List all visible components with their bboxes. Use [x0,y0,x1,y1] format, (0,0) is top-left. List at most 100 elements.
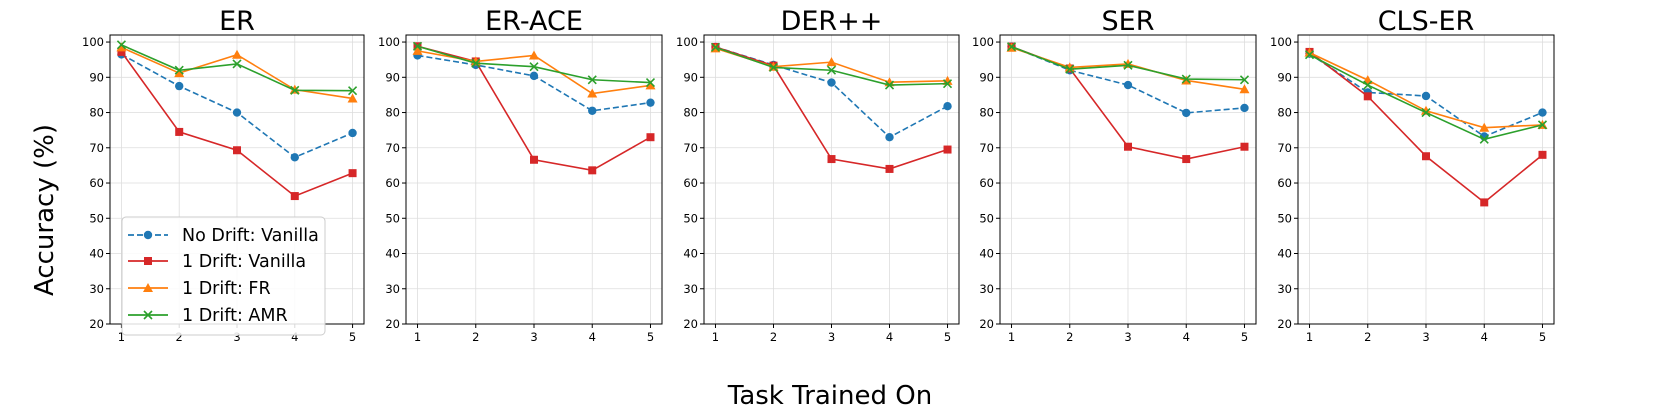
x-tick-label: 2 [770,330,777,344]
y-tick-label: 90 [385,70,400,84]
y-tick-label: 30 [385,282,400,296]
y-tick-label: 20 [683,317,698,331]
y-tick-label: 70 [1277,141,1292,155]
x-tick-label: 4 [1183,330,1190,344]
data-point-drift_fr [529,50,539,60]
data-point-drift_vanilla [233,146,241,155]
y-tick-label: 70 [89,141,104,155]
data-point-no_drift_vanilla [348,128,357,138]
y-tick-label: 90 [683,70,698,84]
y-tick-label: 80 [1277,106,1292,120]
y-tick-label: 20 [979,317,994,331]
panel-title: SER [1102,6,1155,37]
data-point-drift_vanilla [530,155,538,164]
legend-entry: 1 Drift: AMR [128,306,288,326]
y-tick-label: 30 [1277,282,1292,296]
data-point-drift_amr [645,78,656,88]
data-point-drift_fr [826,57,837,67]
data-point-drift_amr [1181,74,1191,84]
data-point-drift_vanilla [1363,92,1372,101]
legend-label: No Drift: Vanilla [182,226,319,246]
data-point-drift_amr [942,79,953,89]
x-axis-label: Task Trained On [727,381,932,411]
y-tick-label: 90 [89,70,104,84]
x-tick-label: 2 [1066,330,1073,344]
panel-4: 20 30 40 50 60 70 80 90 100 1 2 3 4 5 SER [972,6,1257,344]
legend-entry: 1 Drift: FR [128,279,271,299]
x-tick-label: 1 [1306,330,1313,344]
panel-2: 20 30 40 50 60 70 80 90 100 1 2 3 4 5 ER-ACE [378,6,663,344]
y-tick-label: 100 [676,35,698,49]
data-point-drift_amr [1006,42,1017,52]
legend-symbol [128,283,168,292]
data-point-drift_fr [232,49,242,59]
data-point-no_drift_vanilla [1538,108,1547,117]
data-point-no_drift_vanilla [1240,103,1249,113]
panel-title: ER [219,6,255,37]
y-tick-label: 40 [89,247,104,261]
data-point-drift_amr [1123,60,1133,70]
x-tick-label: 2 [176,330,183,344]
legend-frame [121,216,326,336]
data-point-no_drift_vanilla [646,98,655,107]
legend-label: 1 Drift: FR [182,279,271,299]
y-tick-label: 50 [1277,211,1292,225]
panel-title: DER++ [781,6,883,37]
data-point-drift_fr [1239,84,1250,94]
legend-label: 1 Drift: Vanilla [182,252,306,272]
x-tick-label: 3 [1124,330,1131,344]
data-point-drift_amr [1479,134,1489,144]
legend-label: 1 Drift: AMR [182,306,288,326]
data-point-drift_fr [174,68,185,78]
y-tick-label: 50 [979,211,994,225]
data-point-no_drift_vanilla [885,133,894,142]
data-point-drift_vanilla [646,133,655,142]
legend-symbol [128,310,168,320]
y-tick-label: 20 [385,317,400,331]
x-tick-label: 5 [647,330,654,344]
data-point-drift_fr [768,61,779,71]
legend-symbol [128,257,168,265]
y-tick-label: 100 [972,35,994,49]
y-tick-label: 90 [979,70,994,84]
data-point-drift_vanilla [1480,198,1489,207]
data-point-drift_vanilla [1422,152,1430,161]
y-tick-label: 60 [683,176,698,190]
panel-1: 20 30 40 50 60 70 80 90 100 1 2 3 4 5 ER [82,6,365,344]
data-point-drift_amr [471,58,481,68]
y-tick-label: 100 [378,35,400,49]
data-point-drift_amr [1065,64,1075,74]
y-axis-label: Accuracy (%) [30,124,60,296]
data-point-drift_vanilla [1240,142,1249,151]
data-point-drift_vanilla [348,169,357,178]
data-point-drift_amr [529,62,539,72]
x-tick-label: 1 [118,330,125,344]
legend: No Drift: Vanilla 1 Drift: Vanilla 1 Dri… [121,216,326,336]
data-point-drift_fr [1479,122,1490,132]
data-point-drift_vanilla [943,145,952,154]
x-tick-label: 5 [1539,330,1546,344]
data-point-no_drift_vanilla [827,78,836,87]
data-point-no_drift_vanilla [1123,80,1133,90]
data-point-drift_amr [826,65,837,75]
y-tick-label: 30 [683,282,698,296]
legend-symbol [128,230,168,240]
x-tick-label: 2 [472,330,479,344]
y-tick-label: 50 [385,211,400,225]
data-point-no_drift_vanilla [529,71,539,81]
data-point-drift_amr [1421,107,1431,118]
data-point-drift_amr [884,80,895,90]
data-point-drift_fr [942,75,953,85]
y-tick-label: 70 [385,141,400,155]
x-tick-label: 5 [1241,330,1248,344]
panel-title: ER-ACE [485,6,583,37]
data-point-drift_fr [645,80,656,90]
panel-5: 20 30 40 50 60 70 80 90 100 1 2 3 4 5 CLS-ER [1270,6,1555,344]
panel-3: 20 30 40 50 60 70 80 90 100 1 2 3 4 5 DER++ [676,6,960,344]
data-point-no_drift_vanilla [175,81,184,91]
x-tick-label: 3 [233,330,240,344]
data-point-drift_amr [768,62,779,72]
data-point-drift_vanilla [1124,142,1132,151]
data-point-drift_vanilla [827,155,836,164]
x-tick-label: 5 [944,330,951,344]
